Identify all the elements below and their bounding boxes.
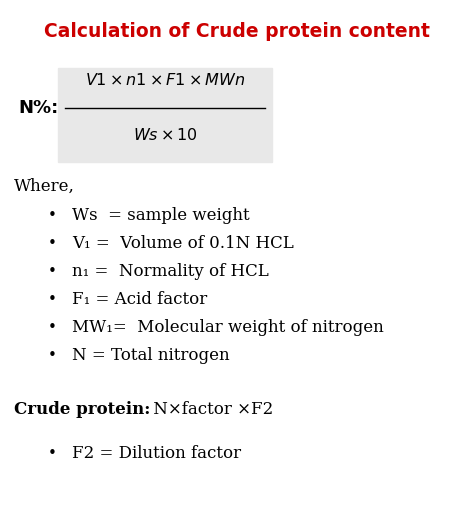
Text: •: • xyxy=(47,320,56,334)
Text: Calculation of Crude protein content: Calculation of Crude protein content xyxy=(44,22,430,41)
Text: •: • xyxy=(47,347,56,362)
Text: MW₁=  Molecular weight of nitrogen: MW₁= Molecular weight of nitrogen xyxy=(72,318,384,336)
Text: •: • xyxy=(47,236,56,251)
Text: F₁ = Acid factor: F₁ = Acid factor xyxy=(72,291,207,308)
Text: Crude protein:: Crude protein: xyxy=(14,402,150,418)
Text: •: • xyxy=(47,264,56,279)
Text: n₁ =  Normality of HCL: n₁ = Normality of HCL xyxy=(72,263,269,280)
Text: •: • xyxy=(47,447,56,462)
Text: N = Total nitrogen: N = Total nitrogen xyxy=(72,346,229,363)
Text: N×factor ×F2: N×factor ×F2 xyxy=(148,402,273,418)
Text: N%:: N%: xyxy=(18,99,58,117)
Text: $\mathit{V1 \times n1 \times F1 \times MWn}$: $\mathit{V1 \times n1 \times F1 \times M… xyxy=(85,72,245,88)
FancyBboxPatch shape xyxy=(58,68,272,162)
Text: F2 = Dilution factor: F2 = Dilution factor xyxy=(72,446,241,463)
Text: V₁ =  Volume of 0.1N HCL: V₁ = Volume of 0.1N HCL xyxy=(72,235,294,251)
Text: Where,: Where, xyxy=(14,178,75,195)
Text: Ws  = sample weight: Ws = sample weight xyxy=(72,206,250,223)
Text: •: • xyxy=(47,207,56,222)
Text: $\mathit{Ws \times 10}$: $\mathit{Ws \times 10}$ xyxy=(133,127,198,143)
Text: •: • xyxy=(47,292,56,307)
